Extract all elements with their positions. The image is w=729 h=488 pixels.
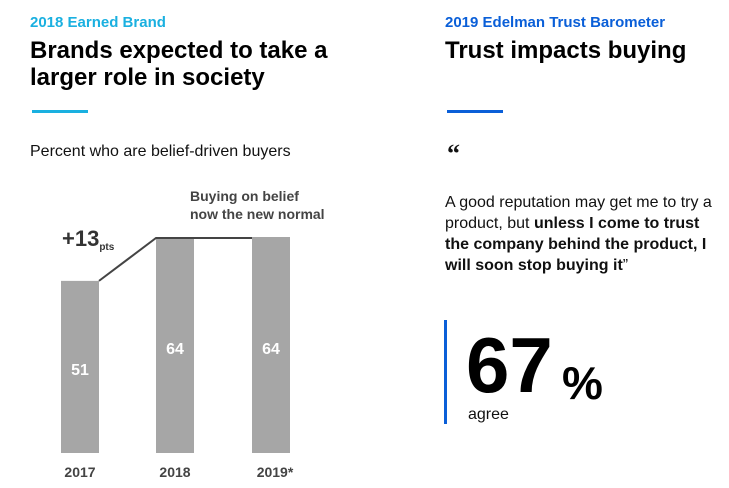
bar-2019 [252, 237, 290, 453]
stat-label: agree [468, 406, 509, 423]
change-unit: pts [99, 242, 114, 253]
bar-2018 [156, 237, 194, 453]
left-kicker: 2018 Earned Brand [30, 14, 166, 31]
left-accent-rule [32, 110, 88, 113]
x-tick-label: 2017 [64, 464, 95, 480]
bar-data-label: 64 [166, 341, 184, 358]
right-kicker: 2019 Edelman Trust Barometer [445, 14, 666, 31]
x-tick-label: 2019* [257, 464, 294, 480]
trend-connector-line [98, 237, 252, 282]
stat-unit: % [562, 357, 603, 409]
change-value: +13 [62, 226, 99, 251]
note-line-1: Buying on belief [190, 188, 299, 204]
testimonial-quote: A good reputation may get me to try a pr… [445, 192, 715, 276]
chart-subtitle: Percent who are belief-driven buyers [30, 143, 291, 160]
right-accent-rule [447, 110, 503, 113]
note-line-2: now the new normal [190, 206, 325, 222]
quote-close-mark: ” [622, 257, 629, 274]
stat-accent-bar [444, 320, 447, 424]
bar-data-label: 51 [71, 362, 89, 379]
bar-data-label: 64 [262, 341, 280, 358]
quote-bold-text: unless I come to trust the company behin… [445, 215, 707, 274]
left-title: Brands expected to take a larger role in… [30, 37, 328, 91]
change-annotation: +13pts [62, 226, 115, 253]
right-title: Trust impacts buying [445, 37, 687, 64]
quote-plain-text: A good reputation may get me to try a pr… [445, 194, 712, 232]
stat-value: 67 [466, 321, 553, 409]
x-tick-label: 2018 [159, 464, 190, 480]
bar-2017 [61, 280, 99, 453]
open-quote-mark: “ [447, 139, 460, 168]
